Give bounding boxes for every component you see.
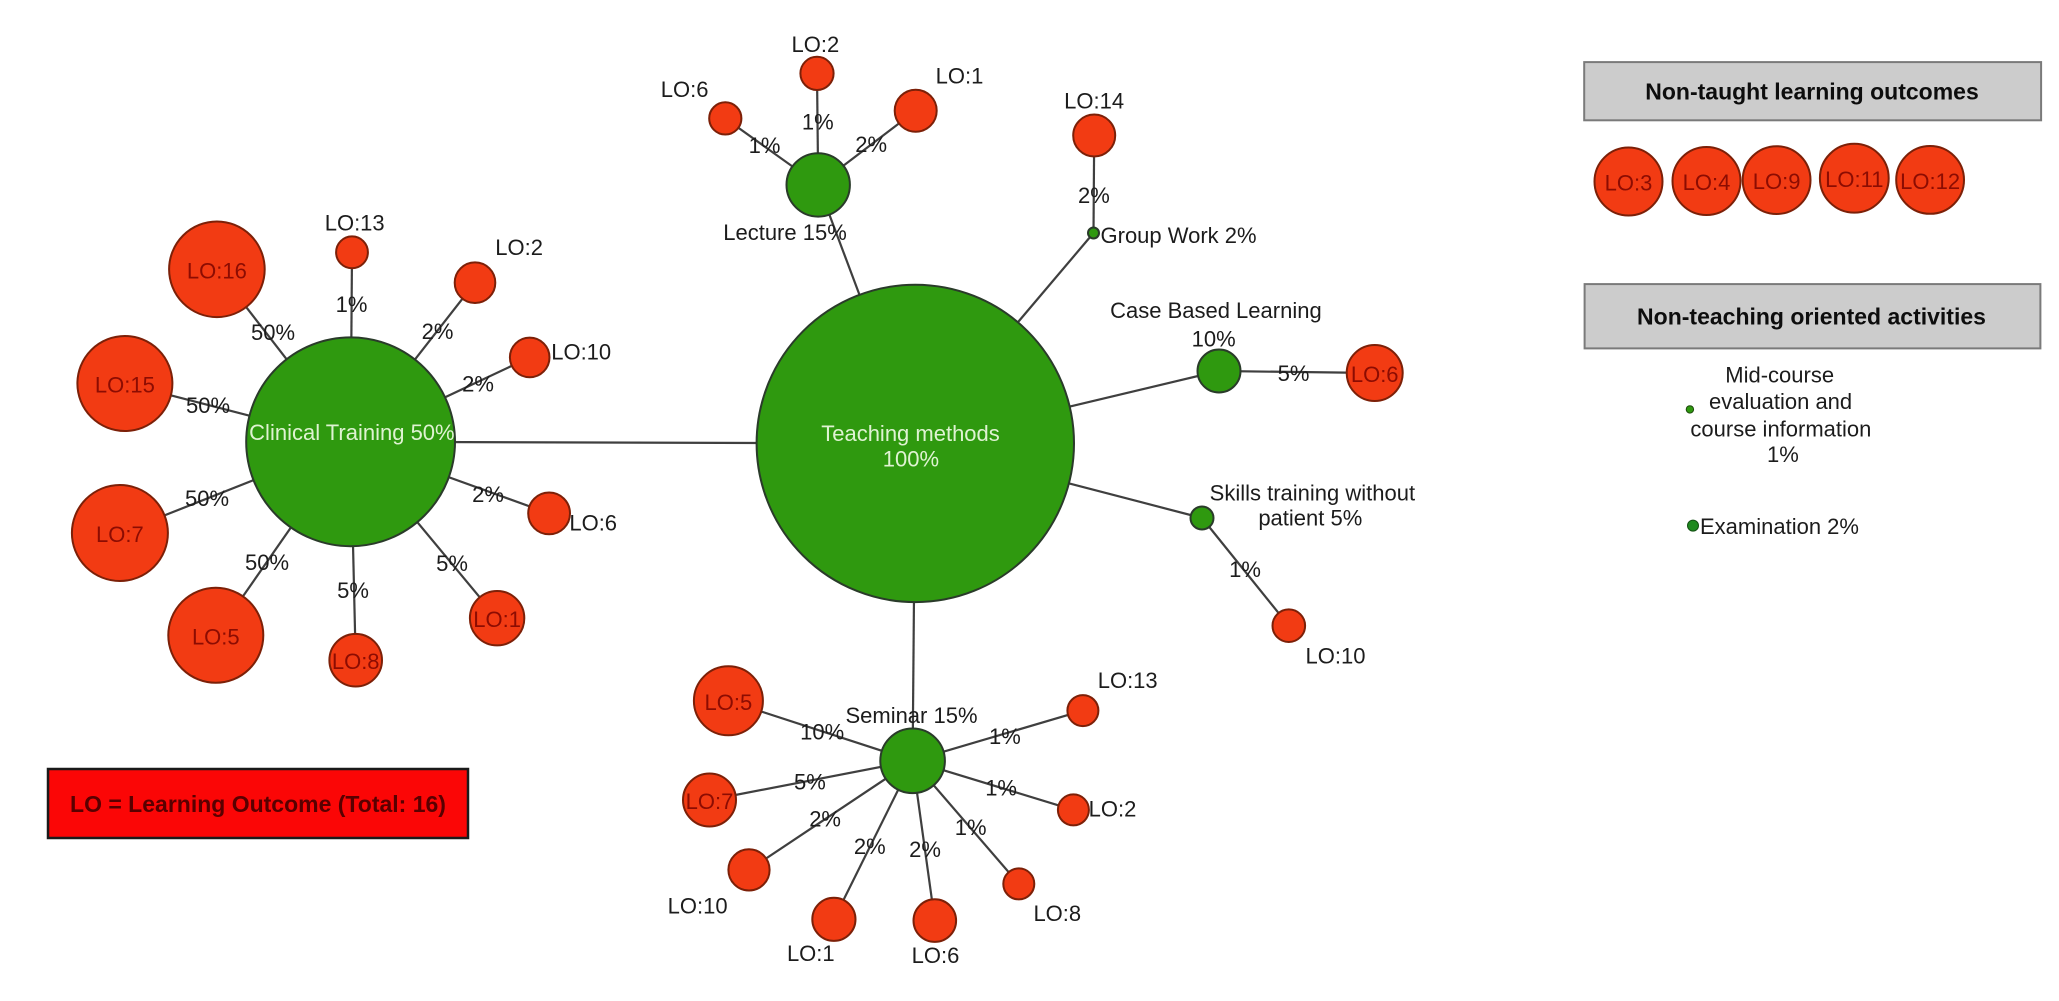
svg-text:2%: 2% <box>472 482 504 507</box>
svg-text:LO:11: LO:11 <box>1825 167 1883 192</box>
svg-text:LO:8: LO:8 <box>1033 901 1081 926</box>
svg-text:LO:10: LO:10 <box>668 894 728 919</box>
svg-text:Skills training without: Skills training without <box>1210 480 1415 505</box>
svg-text:Mid-course: Mid-course <box>1725 363 1834 388</box>
svg-text:LO:9: LO:9 <box>1753 169 1801 194</box>
svg-text:course information: course information <box>1690 416 1871 441</box>
svg-text:LO:13: LO:13 <box>325 211 385 236</box>
svg-text:evaluation and: evaluation and <box>1709 389 1852 414</box>
svg-text:Seminar 15%: Seminar 15% <box>845 703 977 728</box>
svg-text:Clinical Training 50%: Clinical Training 50% <box>249 420 454 445</box>
svg-text:LO:2: LO:2 <box>792 32 840 57</box>
svg-text:LO:6: LO:6 <box>1351 362 1399 387</box>
svg-text:Non-taught learning outcomes: Non-taught learning outcomes <box>1645 79 1979 105</box>
svg-text:1%: 1% <box>749 133 781 158</box>
svg-text:LO:1: LO:1 <box>473 607 521 632</box>
svg-text:5%: 5% <box>337 578 369 603</box>
svg-text:1%: 1% <box>1229 557 1261 582</box>
svg-text:2%: 2% <box>855 132 887 157</box>
svg-text:LO:12: LO:12 <box>1900 169 1960 194</box>
svg-text:2%: 2% <box>854 834 886 859</box>
svg-text:LO:14: LO:14 <box>1064 89 1124 114</box>
svg-text:LO:5: LO:5 <box>192 624 240 649</box>
svg-text:50%: 50% <box>251 320 295 345</box>
svg-text:LO:5: LO:5 <box>705 690 753 715</box>
svg-text:Examination 2%: Examination 2% <box>1700 514 1859 539</box>
svg-text:LO:13: LO:13 <box>1098 668 1158 693</box>
svg-text:LO:6: LO:6 <box>569 511 617 536</box>
svg-text:patient 5%: patient 5% <box>1258 506 1362 531</box>
svg-text:LO:1: LO:1 <box>787 941 835 966</box>
svg-text:10%: 10% <box>1192 326 1236 351</box>
svg-text:5%: 5% <box>794 769 826 794</box>
svg-text:5%: 5% <box>436 551 468 576</box>
svg-text:LO:1: LO:1 <box>936 64 984 89</box>
svg-text:2%: 2% <box>909 837 941 862</box>
svg-text:1%: 1% <box>985 776 1017 801</box>
svg-text:50%: 50% <box>245 550 289 575</box>
svg-text:100%: 100% <box>883 447 939 472</box>
svg-text:LO:7: LO:7 <box>96 522 144 547</box>
svg-text:2%: 2% <box>422 319 454 344</box>
svg-text:LO:2: LO:2 <box>1089 796 1137 821</box>
svg-text:LO:2: LO:2 <box>495 235 543 260</box>
svg-text:LO:10: LO:10 <box>551 340 611 365</box>
svg-text:LO:6: LO:6 <box>661 77 709 102</box>
svg-text:Group Work 2%: Group Work 2% <box>1101 223 1257 248</box>
svg-text:LO:3: LO:3 <box>1605 171 1653 196</box>
svg-text:LO:15: LO:15 <box>95 373 155 398</box>
svg-text:Teaching methods: Teaching methods <box>821 421 1000 446</box>
svg-text:LO:16: LO:16 <box>187 258 247 283</box>
svg-text:1%: 1% <box>955 815 987 840</box>
svg-text:50%: 50% <box>185 486 229 511</box>
svg-text:LO = Learning Outcome (Total:: LO = Learning Outcome (Total: 16) <box>70 791 446 817</box>
svg-text:50%: 50% <box>186 393 230 418</box>
svg-text:2%: 2% <box>462 372 494 397</box>
svg-text:LO:7: LO:7 <box>686 789 734 814</box>
svg-text:10%: 10% <box>800 719 844 744</box>
svg-text:1%: 1% <box>336 292 368 317</box>
svg-text:5%: 5% <box>1278 361 1310 386</box>
svg-text:2%: 2% <box>809 807 841 832</box>
svg-text:Non-teaching oriented activiti: Non-teaching oriented activities <box>1637 303 1986 329</box>
svg-text:2%: 2% <box>1078 183 1110 208</box>
svg-text:LO:10: LO:10 <box>1306 644 1366 669</box>
svg-text:1%: 1% <box>802 110 834 135</box>
svg-text:LO:6: LO:6 <box>912 943 960 968</box>
svg-text:1%: 1% <box>1767 442 1799 467</box>
svg-text:1%: 1% <box>989 724 1021 749</box>
svg-text:Case Based Learning: Case Based Learning <box>1110 298 1322 323</box>
svg-text:Lecture 15%: Lecture 15% <box>723 220 847 245</box>
svg-text:LO:4: LO:4 <box>1683 170 1731 195</box>
svg-text:LO:8: LO:8 <box>332 649 380 674</box>
